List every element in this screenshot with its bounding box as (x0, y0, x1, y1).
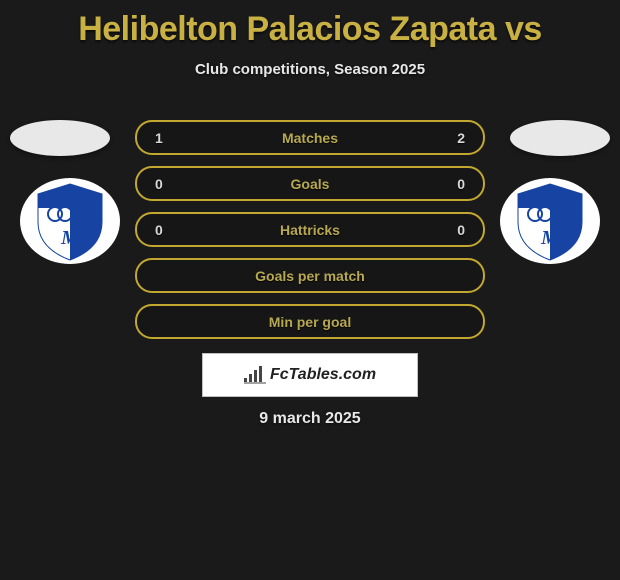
svg-text:M: M (60, 227, 80, 249)
player-avatar-right (510, 120, 610, 156)
bar-chart-icon (244, 366, 266, 384)
stat-right-value: 2 (457, 130, 465, 146)
stat-label: Min per goal (137, 314, 483, 330)
stat-label: Matches (137, 130, 483, 146)
stat-right-value: 0 (457, 222, 465, 238)
stat-label: Goals per match (137, 268, 483, 284)
branding-text: FcTables.com (270, 366, 376, 384)
stat-row-hattricks: 0 Hattricks 0 (135, 212, 485, 247)
branding-box[interactable]: FcTables.com (202, 353, 418, 397)
player-avatar-left (10, 120, 110, 156)
date-text: 9 march 2025 (0, 410, 620, 428)
stat-label: Goals (137, 176, 483, 192)
subtitle: Club competitions, Season 2025 (0, 61, 620, 78)
stat-label: Hattricks (137, 222, 483, 238)
stat-row-goals-per-match: Goals per match (135, 258, 485, 293)
stat-row-goals: 0 Goals 0 (135, 166, 485, 201)
club-badge-right: M (500, 178, 600, 264)
stat-row-matches: 1 Matches 2 (135, 120, 485, 155)
stat-right-value: 0 (457, 176, 465, 192)
stat-row-min-per-goal: Min per goal (135, 304, 485, 339)
stats-container: 1 Matches 2 0 Goals 0 0 Hattricks 0 Goal… (135, 120, 485, 350)
svg-text:M: M (540, 227, 560, 249)
page-title: Helibelton Palacios Zapata vs (0, 0, 620, 49)
club-badge-left: M (20, 178, 120, 264)
